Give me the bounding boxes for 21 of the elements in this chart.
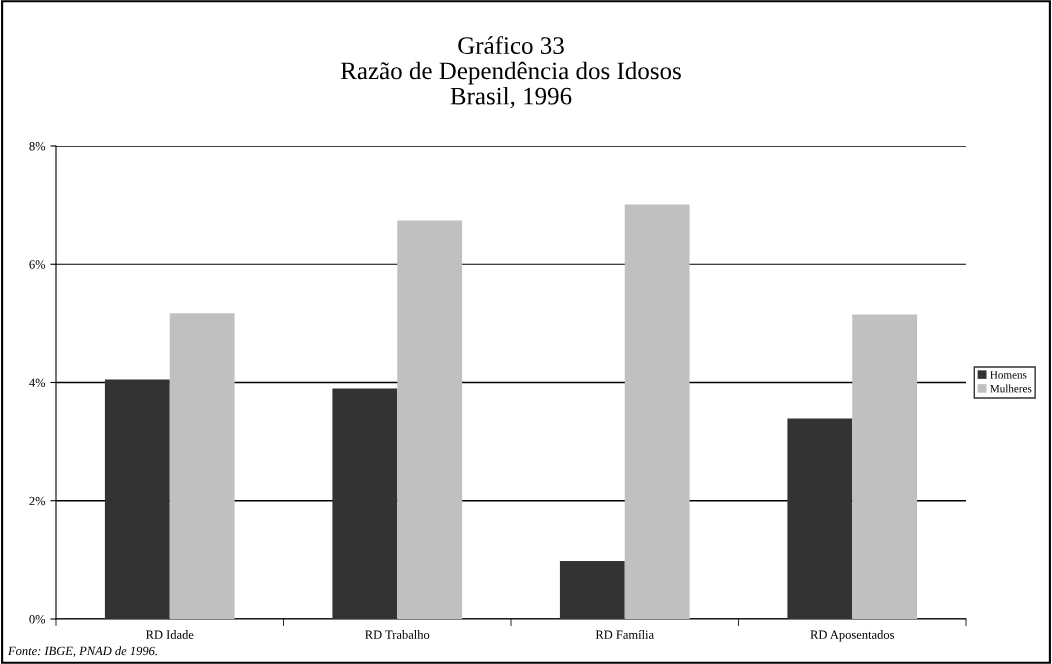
x-tick-label: RD Trabalho bbox=[365, 630, 430, 639]
y-tick-label: 0% bbox=[29, 615, 46, 624]
legend-label: Mulheres bbox=[990, 384, 1032, 393]
bar bbox=[559, 561, 625, 619]
bar bbox=[169, 313, 235, 619]
x-tick-label: RD Idade bbox=[145, 630, 194, 639]
x-tick-label: RD Família bbox=[595, 630, 654, 639]
bar bbox=[332, 388, 398, 619]
bar bbox=[397, 220, 463, 619]
bar bbox=[787, 418, 853, 619]
bar bbox=[104, 379, 170, 619]
x-tick-label: RD Aposentados bbox=[810, 630, 894, 642]
legend-label: Homens bbox=[990, 371, 1027, 379]
bar bbox=[852, 314, 918, 619]
y-tick-label: 4% bbox=[29, 378, 46, 387]
y-tick-label: 8% bbox=[29, 142, 46, 151]
chart-title: Gráfico 33 Razão de Dependência dos Idosos Brasil, 1996 bbox=[340, 36, 681, 109]
y-tick-label: 6% bbox=[29, 260, 46, 269]
bar bbox=[624, 204, 690, 619]
y-tick-label: 2% bbox=[29, 496, 46, 506]
source-note: Fonte: IBGE, PNAD de 1996. bbox=[7, 646, 157, 657]
